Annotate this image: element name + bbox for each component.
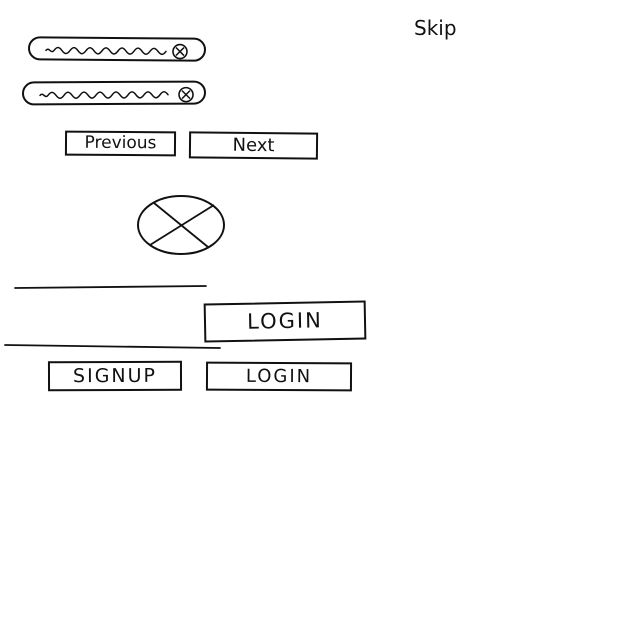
login-button-primary[interactable]: LOGIN: [203, 300, 367, 343]
field-placeholder-squiggle: [39, 86, 194, 103]
image-placeholder-icon: [137, 195, 225, 255]
skip-link[interactable]: Skip: [414, 16, 457, 40]
search-field-2[interactable]: [21, 80, 207, 106]
clear-icon[interactable]: [172, 43, 188, 60]
signup-button[interactable]: SIGNUP: [47, 360, 183, 392]
field-placeholder-squiggle: [45, 43, 188, 60]
login-button-secondary[interactable]: LOGIN: [205, 361, 353, 392]
input-line-1[interactable]: [14, 284, 209, 290]
clear-icon[interactable]: [178, 86, 194, 103]
input-line-2[interactable]: [4, 343, 222, 350]
search-field-1[interactable]: [27, 36, 207, 62]
next-button[interactable]: Next: [188, 131, 319, 160]
previous-button[interactable]: Previous: [64, 130, 177, 157]
